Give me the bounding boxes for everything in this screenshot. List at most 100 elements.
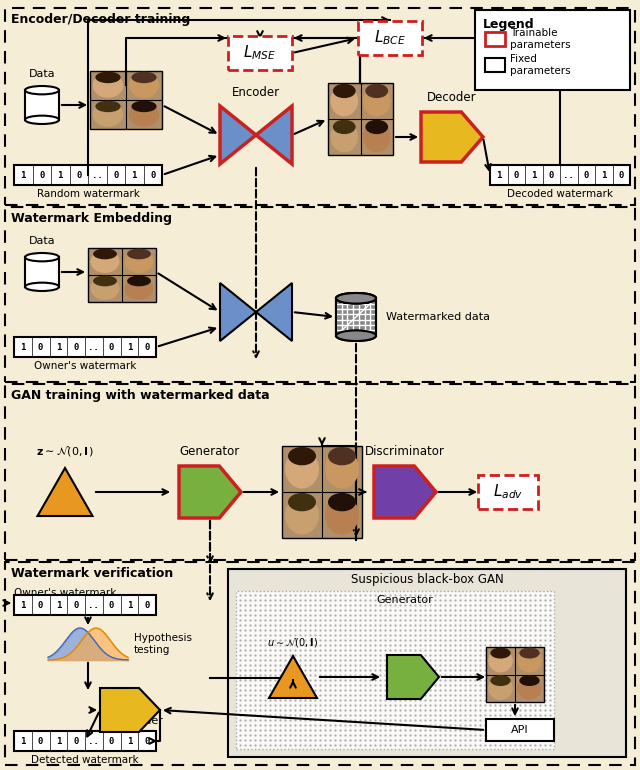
- Ellipse shape: [519, 675, 540, 686]
- Text: $u \sim \mathcal{N}(0, \mathbf{I})$: $u \sim \mathcal{N}(0, \mathbf{I})$: [268, 636, 319, 649]
- Text: Decoded watermark: Decoded watermark: [507, 189, 613, 199]
- Bar: [478, 475, 538, 509]
- Text: 1: 1: [58, 170, 63, 179]
- Ellipse shape: [129, 73, 159, 98]
- Text: Detected watermark: Detected watermark: [31, 755, 139, 765]
- Text: 0: 0: [145, 736, 150, 745]
- Text: Encoder/Decoder training: Encoder/Decoder training: [11, 13, 190, 26]
- Text: 0: 0: [513, 170, 519, 179]
- Polygon shape: [374, 466, 436, 518]
- Text: Data: Data: [29, 236, 55, 246]
- Ellipse shape: [336, 330, 376, 341]
- Text: Discriminator: Discriminator: [365, 445, 445, 458]
- Text: 1: 1: [20, 170, 26, 179]
- Text: 0: 0: [38, 736, 44, 745]
- Ellipse shape: [95, 72, 120, 83]
- Ellipse shape: [285, 450, 319, 488]
- Text: 0: 0: [76, 170, 81, 179]
- Bar: [358, 21, 422, 55]
- Text: Watermarked data: Watermarked data: [386, 312, 490, 322]
- Polygon shape: [220, 283, 256, 341]
- Ellipse shape: [125, 250, 154, 273]
- Bar: [485, 32, 505, 46]
- Text: $L_{BCE}$: $L_{BCE}$: [374, 28, 406, 47]
- Ellipse shape: [488, 677, 513, 700]
- Bar: [336, 298, 376, 336]
- Polygon shape: [269, 656, 317, 698]
- Ellipse shape: [285, 495, 319, 534]
- Ellipse shape: [336, 293, 376, 303]
- Ellipse shape: [328, 447, 356, 465]
- Text: ..: ..: [563, 170, 574, 179]
- Text: Trainable
parameters: Trainable parameters: [510, 28, 571, 50]
- Ellipse shape: [330, 85, 358, 116]
- Ellipse shape: [330, 122, 358, 152]
- Ellipse shape: [517, 649, 542, 672]
- Text: 0: 0: [150, 170, 156, 179]
- Bar: [5, 207, 635, 382]
- Ellipse shape: [25, 116, 59, 124]
- Ellipse shape: [365, 84, 388, 98]
- Ellipse shape: [365, 119, 388, 134]
- Ellipse shape: [93, 102, 124, 127]
- Text: 0: 0: [38, 343, 44, 351]
- Ellipse shape: [95, 101, 120, 112]
- Bar: [14, 595, 156, 615]
- Polygon shape: [179, 466, 241, 518]
- Text: ..: ..: [88, 601, 99, 610]
- Text: 0: 0: [548, 170, 554, 179]
- Text: $L_{MSE}$: $L_{MSE}$: [243, 44, 276, 62]
- Text: 0: 0: [619, 170, 624, 179]
- Ellipse shape: [127, 276, 151, 286]
- Ellipse shape: [517, 677, 542, 700]
- Bar: [14, 165, 162, 185]
- Text: Watermark Embedding: Watermark Embedding: [11, 212, 172, 225]
- Ellipse shape: [333, 84, 356, 98]
- Text: Suspicious black-box GAN: Suspicious black-box GAN: [351, 573, 504, 586]
- Text: 0: 0: [145, 343, 150, 351]
- Text: Encoder: Encoder: [232, 86, 280, 99]
- Ellipse shape: [129, 102, 159, 127]
- Ellipse shape: [90, 277, 120, 300]
- Bar: [486, 719, 554, 741]
- Ellipse shape: [325, 450, 359, 488]
- Bar: [236, 591, 554, 749]
- Text: 1: 1: [496, 170, 501, 179]
- Text: 1: 1: [20, 601, 26, 610]
- Text: 1: 1: [132, 170, 137, 179]
- Bar: [14, 337, 156, 357]
- Polygon shape: [256, 106, 292, 164]
- Text: $\mathbf{z} \sim \mathcal{N}(0, \mathbf{I})$: $\mathbf{z} \sim \mathcal{N}(0, \mathbf{…: [36, 444, 93, 458]
- Bar: [5, 562, 635, 765]
- Ellipse shape: [127, 249, 151, 259]
- Bar: [485, 58, 505, 72]
- Text: Generator: Generator: [376, 595, 433, 605]
- Bar: [88, 248, 156, 302]
- Text: 1: 1: [127, 601, 132, 610]
- Bar: [228, 569, 626, 757]
- Text: ..: ..: [88, 343, 99, 351]
- Ellipse shape: [25, 253, 59, 261]
- Text: 0: 0: [74, 736, 79, 745]
- Bar: [328, 83, 393, 155]
- Text: Decoder: Decoder: [427, 91, 477, 104]
- Text: Hypothesis
testing: Hypothesis testing: [134, 633, 192, 654]
- Text: Decoder: Decoder: [116, 716, 163, 726]
- Text: 0: 0: [584, 170, 589, 179]
- Text: 0: 0: [109, 736, 115, 745]
- Ellipse shape: [490, 675, 511, 686]
- Polygon shape: [100, 688, 160, 732]
- Polygon shape: [256, 283, 292, 341]
- Ellipse shape: [131, 101, 157, 112]
- Ellipse shape: [336, 330, 376, 341]
- Text: 0: 0: [74, 343, 79, 351]
- Text: ..: ..: [88, 736, 99, 745]
- Text: 1: 1: [531, 170, 536, 179]
- Ellipse shape: [490, 648, 511, 658]
- Ellipse shape: [90, 250, 120, 273]
- Ellipse shape: [363, 85, 390, 116]
- Polygon shape: [421, 112, 483, 162]
- Polygon shape: [38, 468, 93, 516]
- Text: 1: 1: [601, 170, 607, 179]
- Ellipse shape: [25, 86, 59, 95]
